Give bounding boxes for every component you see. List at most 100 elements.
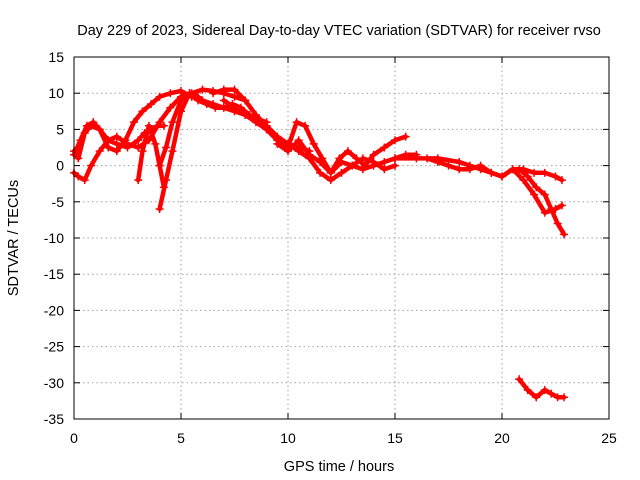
data-point — [194, 92, 203, 101]
x-tick-label: 20 — [494, 430, 510, 446]
data-point — [74, 154, 83, 163]
series-line-arc-9 — [275, 138, 398, 176]
series-line-arc-8 — [221, 98, 408, 176]
data-point — [147, 100, 156, 109]
data-point — [294, 136, 303, 145]
data-point — [465, 165, 474, 174]
tick-layer: 0 5 10 15 20 25 15 10 5 0 -5 -10 -15 -20 -25 -30 -35 — [44, 49, 617, 446]
data-point — [219, 96, 228, 105]
data-point — [380, 157, 389, 166]
data-point — [326, 176, 335, 185]
series-layer — [70, 85, 569, 402]
data-point — [155, 118, 164, 127]
y-tick-label: -20 — [44, 302, 64, 318]
data-point — [209, 89, 218, 98]
data-point — [202, 100, 211, 109]
data-point — [380, 165, 389, 174]
data-point — [230, 85, 239, 94]
data-point — [523, 172, 532, 181]
data-point — [553, 219, 562, 228]
data-point — [273, 139, 282, 148]
y-tick-label: 5 — [56, 121, 64, 137]
data-point — [369, 157, 378, 166]
data-point — [519, 176, 528, 185]
y-tick-label: -30 — [44, 375, 64, 391]
data-point — [523, 386, 532, 395]
data-point — [444, 161, 453, 170]
data-point — [123, 139, 132, 148]
data-point — [401, 132, 410, 141]
y-tick-label: -15 — [44, 266, 64, 282]
y-axis-label: SDTVAR / TECUs — [6, 180, 22, 296]
data-point — [361, 161, 370, 170]
data-point — [498, 172, 506, 181]
x-tick-label: 0 — [70, 430, 78, 446]
data-point — [104, 136, 113, 145]
data-point — [138, 147, 147, 156]
data-point — [74, 172, 83, 181]
data-point — [162, 143, 171, 152]
data-point — [230, 103, 239, 112]
data-point — [155, 161, 164, 170]
data-point — [112, 147, 121, 156]
data-point — [540, 386, 549, 395]
data-point — [369, 150, 378, 159]
data-point — [515, 375, 524, 384]
data-point — [391, 136, 399, 145]
data-point — [391, 161, 399, 170]
data-point — [358, 154, 367, 163]
data-point — [455, 157, 464, 166]
data-point — [530, 190, 539, 199]
data-point — [532, 183, 541, 192]
data-point — [547, 389, 556, 398]
data-point — [316, 157, 325, 166]
data-point — [540, 168, 549, 177]
data-point — [547, 205, 556, 214]
data-point — [532, 393, 541, 402]
data-point — [343, 147, 352, 156]
y-tick-label: -5 — [52, 194, 65, 210]
data-point — [292, 118, 301, 127]
y-tick-label: -10 — [44, 230, 64, 246]
data-point — [162, 176, 171, 185]
data-point — [391, 154, 399, 163]
data-point — [337, 157, 346, 166]
data-point — [433, 157, 442, 166]
data-point — [262, 125, 271, 134]
data-point — [284, 147, 292, 156]
data-point — [560, 230, 569, 239]
data-point — [87, 161, 96, 170]
data-point — [294, 147, 303, 156]
x-tick-label: 10 — [280, 430, 296, 446]
data-point — [80, 129, 89, 138]
data-point — [219, 85, 228, 94]
data-point — [251, 118, 260, 127]
data-point — [95, 147, 104, 156]
data-point — [134, 136, 143, 145]
data-point — [380, 143, 389, 152]
data-point — [87, 121, 96, 130]
data-point — [151, 139, 160, 148]
data-point — [177, 96, 185, 105]
data-point — [129, 118, 138, 127]
data-point — [230, 92, 239, 101]
data-point — [301, 121, 310, 130]
data-point — [134, 176, 143, 185]
data-point — [166, 89, 175, 98]
data-point — [104, 143, 113, 152]
chart-title: Day 229 of 2023, Sidereal Day-to-day VTE… — [77, 23, 601, 39]
data-point — [144, 121, 153, 130]
data-point — [155, 205, 164, 214]
data-point — [198, 85, 207, 94]
data-point — [211, 103, 220, 112]
data-point — [540, 190, 549, 199]
data-point — [316, 168, 325, 177]
data-point — [95, 125, 104, 134]
data-point — [112, 132, 121, 141]
y-tick-label: -35 — [44, 411, 64, 427]
data-point — [557, 176, 566, 185]
x-axis-label: GPS time / hours — [284, 459, 394, 475]
data-point — [166, 103, 175, 112]
data-point — [423, 154, 432, 163]
data-point — [241, 96, 250, 105]
